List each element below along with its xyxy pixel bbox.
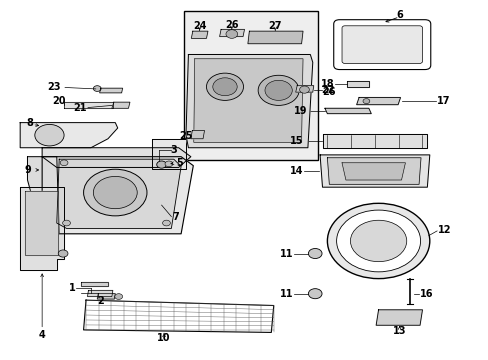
Polygon shape	[295, 86, 313, 92]
Text: 11: 11	[279, 289, 293, 299]
Circle shape	[212, 78, 237, 96]
Polygon shape	[64, 102, 113, 108]
Polygon shape	[42, 157, 193, 234]
Polygon shape	[20, 123, 118, 148]
Circle shape	[264, 80, 292, 100]
Text: 25: 25	[179, 131, 192, 141]
Polygon shape	[327, 158, 420, 184]
Circle shape	[362, 99, 369, 104]
Polygon shape	[42, 148, 190, 167]
Text: 14: 14	[289, 166, 303, 176]
Polygon shape	[100, 88, 122, 93]
Polygon shape	[341, 163, 405, 180]
Polygon shape	[193, 59, 303, 142]
Text: 3: 3	[170, 145, 177, 155]
Polygon shape	[87, 291, 113, 297]
Polygon shape	[152, 139, 185, 169]
Polygon shape	[20, 187, 64, 270]
Text: 19: 19	[294, 106, 307, 116]
Polygon shape	[57, 159, 181, 228]
Circle shape	[308, 248, 322, 258]
Polygon shape	[191, 31, 207, 39]
Polygon shape	[25, 191, 58, 255]
Circle shape	[93, 176, 137, 209]
Text: 10: 10	[157, 333, 170, 343]
Polygon shape	[375, 310, 422, 325]
Circle shape	[299, 86, 309, 93]
Text: 9: 9	[24, 165, 31, 175]
Text: 1: 1	[68, 283, 75, 293]
Circle shape	[93, 86, 101, 91]
Text: 22: 22	[321, 85, 334, 95]
Text: 4: 4	[39, 330, 45, 340]
Polygon shape	[27, 157, 59, 234]
Text: 26: 26	[322, 87, 335, 97]
Text: 21: 21	[73, 103, 86, 113]
Polygon shape	[112, 102, 130, 108]
Text: 20: 20	[52, 96, 65, 106]
Polygon shape	[346, 81, 368, 87]
Circle shape	[308, 289, 322, 299]
Circle shape	[162, 220, 170, 226]
Polygon shape	[322, 134, 427, 148]
Circle shape	[157, 161, 166, 168]
Text: 13: 13	[392, 326, 406, 336]
FancyBboxPatch shape	[183, 12, 317, 160]
Circle shape	[35, 125, 64, 146]
Polygon shape	[83, 300, 273, 332]
Text: 5: 5	[176, 158, 183, 168]
Text: 8: 8	[26, 118, 33, 128]
Polygon shape	[81, 282, 108, 286]
Circle shape	[350, 220, 406, 262]
FancyBboxPatch shape	[333, 20, 430, 69]
Text: 15: 15	[289, 136, 303, 146]
Text: 16: 16	[419, 289, 433, 299]
Polygon shape	[356, 98, 400, 105]
Circle shape	[62, 220, 70, 226]
Text: 24: 24	[192, 21, 206, 31]
Text: 12: 12	[437, 225, 450, 235]
Text: 27: 27	[268, 21, 282, 31]
Circle shape	[60, 160, 68, 166]
Circle shape	[206, 73, 243, 100]
Text: 17: 17	[436, 96, 449, 106]
Polygon shape	[325, 108, 370, 114]
Text: 7: 7	[172, 212, 179, 221]
Text: 11: 11	[279, 248, 293, 258]
FancyBboxPatch shape	[341, 26, 422, 63]
Text: 23: 23	[47, 82, 61, 93]
Circle shape	[83, 169, 147, 216]
Circle shape	[225, 30, 237, 39]
Polygon shape	[190, 131, 204, 139]
Circle shape	[115, 294, 122, 300]
Circle shape	[336, 210, 420, 272]
Circle shape	[258, 75, 299, 105]
Polygon shape	[320, 155, 429, 187]
Text: 18: 18	[321, 79, 334, 89]
Circle shape	[58, 250, 68, 257]
Text: 6: 6	[395, 10, 402, 20]
Polygon shape	[97, 294, 115, 299]
Polygon shape	[247, 31, 303, 44]
Circle shape	[327, 203, 429, 279]
Circle shape	[164, 161, 172, 167]
Text: 2: 2	[97, 296, 104, 306]
Text: 26: 26	[224, 20, 238, 30]
Polygon shape	[185, 54, 312, 148]
Polygon shape	[219, 30, 244, 37]
